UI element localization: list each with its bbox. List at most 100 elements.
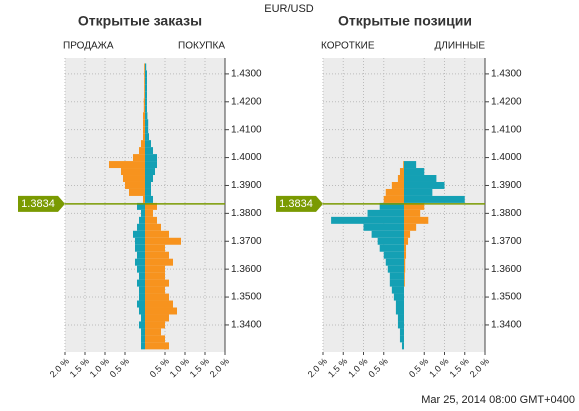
bar [385,188,404,196]
bar [404,168,425,176]
bar [145,216,157,224]
price-label: 1.3834 [279,198,313,210]
side-label: ДЛИННЫЕ [435,41,486,52]
bar [404,216,429,224]
bar [145,321,165,329]
y-tick-label: 1.3600 [231,264,262,275]
bar [145,181,151,189]
bar [135,237,145,245]
bar [404,230,411,238]
bar [404,279,405,287]
bar [145,161,157,169]
bar [145,168,155,176]
y-tick-label: 1.4200 [231,96,262,107]
bar [145,265,165,273]
bar [404,161,417,169]
chart-title: Открытые заказы [78,13,202,29]
bar [399,168,404,176]
y-tick-label: 1.4000 [491,152,522,163]
bar [145,188,151,196]
x-tick-label: 1.0 % [168,356,191,379]
bar [137,202,145,210]
x-tick-label: 1.0 % [88,356,111,379]
y-tick-label: 1.3700 [491,236,522,247]
bar [145,98,147,106]
bar [145,258,173,266]
bar [109,161,145,169]
bar [141,328,145,336]
x-tick-label: 2.0 % [208,356,231,379]
bar [397,175,404,182]
bar [145,140,151,148]
bar [404,223,417,231]
bar [145,119,149,127]
bar [404,209,421,217]
x-tick-label: 0.5 % [407,356,430,379]
bar [145,147,153,155]
bar [143,119,145,127]
x-tick-label: 1.0 % [346,356,369,379]
bar [404,272,405,280]
y-tick-label: 1.3900 [491,180,522,191]
bar [145,195,153,203]
bar [139,293,145,301]
y-tick-label: 1.3700 [231,236,262,247]
x-tick-label: 1.5 % [447,356,470,379]
bar [145,230,169,238]
bar [139,216,145,224]
bar [399,335,404,343]
bar [404,265,406,273]
bar [141,209,145,217]
bar [144,70,145,78]
bar [141,342,145,350]
x-tick-label: 2.0 % [468,356,491,379]
bar [393,293,404,301]
x-tick-label: 1.5 % [326,356,349,379]
bar [379,244,404,252]
bar [404,251,407,259]
price-label: 1.3834 [21,198,55,210]
bar [139,321,145,329]
bar [145,70,147,78]
bar [143,105,145,113]
bar [141,140,145,148]
x-tick-label: 2.0 % [306,356,329,379]
bar [137,265,145,273]
y-tick-label: 1.3800 [231,208,262,219]
bar [145,126,149,134]
bar [404,181,445,189]
y-tick-label: 1.3800 [491,208,522,219]
bar [145,286,165,294]
bar [383,195,404,203]
bar [145,133,149,141]
bar [395,307,404,315]
bar [145,244,165,252]
bar [397,321,404,329]
bar [145,84,147,92]
bar [145,279,169,287]
bar [143,195,145,203]
bar [143,126,145,134]
bar [139,147,145,155]
bar [145,300,173,308]
bar [145,209,153,217]
bar [145,307,177,315]
bar [125,181,145,189]
bar [401,342,404,350]
bar [145,105,147,113]
bar [144,84,145,92]
chart-title: Открытые позиции [338,13,472,29]
bar [389,272,404,280]
bar [143,112,145,120]
bar [391,286,404,294]
bar [379,202,404,210]
bar [123,175,145,182]
y-tick-label: 1.3900 [231,180,262,191]
bar [145,112,148,120]
bar [377,237,404,245]
bar [404,237,409,245]
bar [143,98,145,106]
bar [139,272,145,280]
bar [145,237,181,245]
bar [137,300,145,308]
